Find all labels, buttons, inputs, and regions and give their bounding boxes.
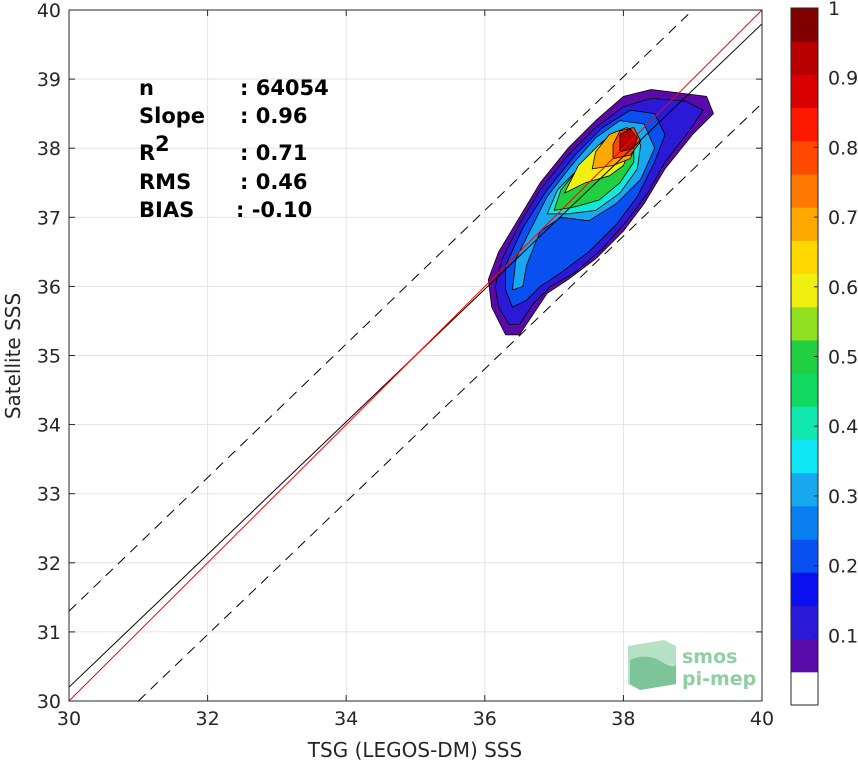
- stat-value-4: : -0.10: [236, 198, 312, 222]
- density-contours: [487, 89, 714, 336]
- stat-label-0: n: [139, 76, 154, 100]
- colorbar-band-12: [791, 273, 818, 308]
- colorbar-tick-label-6: 0.7: [828, 207, 858, 229]
- colorbar-band-19: [791, 41, 818, 75]
- colorbar-band-20: [791, 8, 818, 42]
- x-tick-label-4: 38: [611, 708, 635, 730]
- logo-emblem-wave: [630, 656, 677, 690]
- statistics-box: n : 64054 Slope : 0.96 R 2 : 0.71 RMS : 0.46 BIAS…: [139, 76, 329, 222]
- upper-envelope-line: [68, 9, 694, 612]
- identity-line: [68, 9, 763, 702]
- colorbar-band-4: [791, 539, 818, 573]
- y-axis-title: Satellite SSS: [1, 293, 25, 419]
- y-tick-label-6: 36: [37, 276, 61, 298]
- y-tick-label-8: 38: [37, 138, 61, 160]
- stat-value-0: : 64054: [240, 76, 329, 100]
- colorbar-tick-label-0: 0.1: [828, 625, 858, 647]
- stat-label-3: RMS: [139, 170, 191, 194]
- y-tick-label-9: 39: [37, 69, 61, 91]
- colorbar-tick-label-3: 0.4: [828, 416, 858, 438]
- y-tick-label-2: 32: [37, 553, 61, 575]
- colorbar-band-10: [791, 339, 818, 374]
- y-tick-label-5: 35: [37, 346, 61, 368]
- stat-label-sup-2: 2: [155, 132, 170, 156]
- x-tick-label-1: 32: [196, 708, 220, 730]
- colorbar-band-8: [791, 406, 818, 440]
- x-tick-label-2: 34: [334, 708, 358, 730]
- colorbar-band-13: [791, 240, 818, 275]
- stat-label-2: R: [139, 141, 155, 165]
- x-axis-ticks: 30 32 34 36 38 40: [57, 10, 774, 730]
- colorbar-band-0: [791, 671, 818, 706]
- colorbar-band-3: [791, 572, 818, 606]
- x-axis-title: TSG (LEGOS-DM) SSS: [307, 738, 522, 762]
- stat-value-3: : 0.46: [240, 170, 308, 194]
- y-tick-label-3: 33: [37, 484, 61, 506]
- smos-pi-mep-logo: smos pi-mep: [628, 640, 756, 690]
- colorbar-band-17: [791, 107, 818, 142]
- lower-envelope-line: [137, 102, 763, 702]
- logo-text-line2: pi-mep: [682, 668, 756, 690]
- y-tick-label-0: 30: [37, 691, 61, 713]
- logo-text-line1: smos: [682, 646, 737, 668]
- colorbar-band-16: [791, 140, 818, 175]
- y-tick-label-1: 31: [37, 622, 61, 644]
- y-tick-label-4: 34: [37, 415, 61, 437]
- colorbar-tick-label-1: 0.2: [828, 556, 858, 578]
- colorbar-band-1: [791, 638, 818, 673]
- stat-label-4: BIAS: [139, 198, 194, 222]
- colorbar-band-18: [791, 74, 818, 109]
- stat-value-1: : 0.96: [240, 104, 308, 128]
- colorbar-band-6: [791, 472, 818, 507]
- x-tick-label-3: 36: [473, 708, 497, 730]
- x-tick-label-5: 40: [750, 708, 774, 730]
- colorbar-tick-label-4: 0.5: [828, 347, 858, 369]
- colorbar-band-11: [791, 306, 818, 341]
- colorbar-band-7: [791, 439, 818, 474]
- grid: [68, 9, 763, 702]
- colorbar-tick-label-2: 0.3: [828, 486, 858, 508]
- colorbar-tick-label-7: 0.8: [828, 137, 858, 159]
- colorbar-band-2: [791, 605, 818, 640]
- colorbar: 0.1 0.2 0.3 0.4 0.5 0.6 0.7 0.8 0.9 1: [790, 0, 858, 706]
- y-tick-label-7: 37: [37, 207, 61, 229]
- colorbar-band-9: [791, 373, 818, 407]
- colorbar-band-5: [791, 505, 818, 540]
- colorbar-tick-label-8: 0.9: [828, 68, 858, 90]
- colorbar-band-15: [791, 173, 818, 208]
- y-axis-ticks: 30 31 32 33 34 35 36 37 38 39 40: [37, 0, 762, 713]
- reference-lines: [68, 9, 763, 702]
- colorbar-band-14: [791, 207, 818, 241]
- colorbar-tick-label-9: 1: [828, 0, 840, 20]
- y-tick-label-10: 40: [37, 0, 61, 22]
- stat-label-1: Slope: [139, 104, 205, 128]
- x-tick-label-0: 30: [57, 708, 81, 730]
- stat-value-2: : 0.71: [240, 141, 308, 165]
- colorbar-tick-label-5: 0.6: [828, 277, 858, 299]
